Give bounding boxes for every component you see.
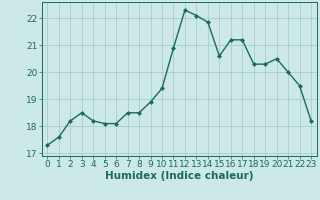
X-axis label: Humidex (Indice chaleur): Humidex (Indice chaleur) xyxy=(105,171,253,181)
